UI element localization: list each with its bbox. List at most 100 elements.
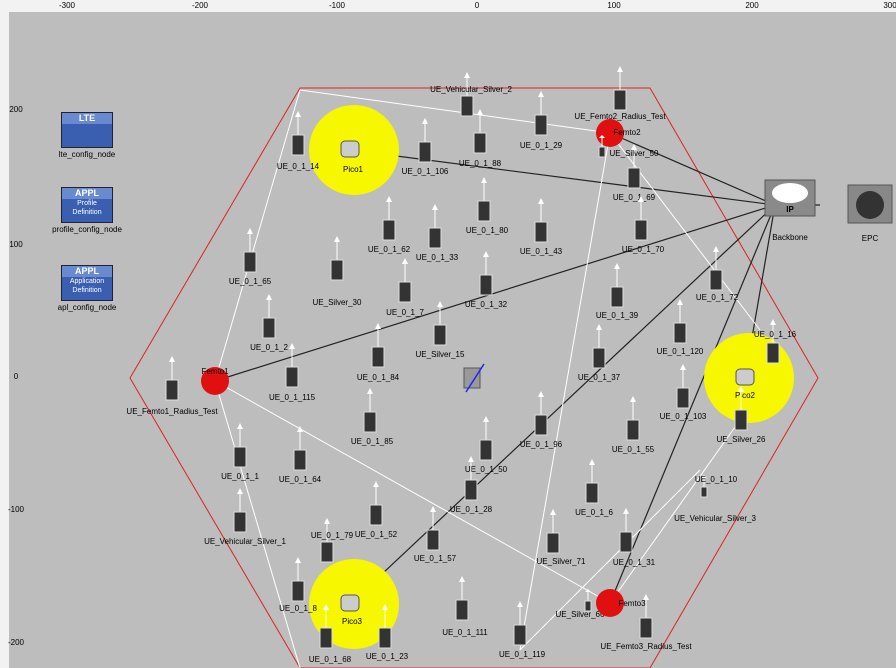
ue-icon — [592, 347, 606, 369]
caption: Profile Definition — [72, 200, 102, 216]
ue-icon — [426, 529, 440, 551]
node-label: UE_0_1_1 — [221, 472, 259, 481]
config-node-label: lte_config_node — [58, 150, 116, 159]
link — [214, 380, 611, 604]
ue-arrowhead — [169, 356, 175, 362]
coverage-hexagon — [129, 87, 819, 668]
ue-icon — [418, 141, 432, 163]
ue-icon — [477, 200, 491, 222]
ue-arrowhead — [386, 196, 392, 202]
ue-arrowhead — [738, 386, 744, 392]
node-label: UE_0_1_55 — [612, 445, 655, 454]
node-label: UE_0_1_88 — [459, 159, 502, 168]
ue-arrowhead — [638, 196, 644, 202]
ue-icon — [734, 409, 748, 431]
ue-arrowhead — [367, 388, 373, 394]
ue-icon — [639, 617, 653, 639]
ue-icon — [369, 504, 383, 526]
ue-icon — [619, 531, 633, 553]
ue-arrowhead — [481, 177, 487, 183]
cloud — [772, 183, 808, 203]
ruler-label: -200 — [8, 638, 25, 647]
node-label: UE_Silver_26 — [717, 435, 766, 444]
config-node-label: profile_config_node — [52, 225, 122, 234]
node-label: UE_Silver_15 — [416, 350, 465, 359]
ue-icon — [319, 627, 333, 649]
node-label: UE_0_1_31 — [613, 558, 656, 567]
ue-arrowhead — [614, 263, 620, 269]
ue-arrowhead — [550, 509, 556, 515]
ue-icon — [291, 134, 305, 156]
ue-icon — [766, 342, 780, 364]
ue-arrowhead — [289, 343, 295, 349]
node-label: UE_0_1_7 — [386, 308, 424, 317]
ruler-label: -100 — [329, 1, 346, 10]
ue-arrowhead — [266, 294, 272, 300]
ue-arrowhead — [432, 204, 438, 210]
ue-icon — [165, 379, 179, 401]
node-label: Femto3 — [618, 599, 646, 608]
ue-arrowhead — [617, 66, 623, 72]
femto-icon — [596, 119, 624, 147]
ue-icon — [291, 580, 305, 602]
node-label: UE_0_1_106 — [402, 167, 449, 176]
link — [609, 132, 776, 206]
node-label: UE_0_1_84 — [357, 373, 400, 382]
ruler-label: 100 — [607, 1, 621, 10]
ruler-label: -100 — [8, 505, 25, 514]
ue-arrowhead — [237, 423, 243, 429]
ue-icon — [546, 532, 560, 554]
ue-arrowhead — [468, 456, 474, 462]
node-label: Pico1 — [343, 165, 364, 174]
ue-arrowhead — [334, 236, 340, 242]
node-label: UE_0_1_85 — [351, 437, 394, 446]
ue-arrowhead — [464, 72, 470, 78]
ue-icon — [460, 95, 474, 117]
node-label: UE_0_1_69 — [613, 193, 656, 202]
link — [299, 89, 611, 134]
left-ruler — [0, 0, 9, 668]
node-label: UE_0_1_39 — [596, 311, 639, 320]
node-label: UE_0_1_72 — [696, 293, 739, 302]
ue-icon — [428, 227, 442, 249]
config-node-icon: APPL Profile Definition — [61, 187, 113, 223]
ue-icon — [676, 387, 690, 409]
node-label: UE_0_1_120 — [657, 347, 704, 356]
config-node-icon: LTE — [61, 112, 113, 148]
ue-arrowhead — [483, 416, 489, 422]
node-label: UE_0_1_10 — [695, 475, 738, 484]
top-ruler — [0, 0, 896, 12]
ue-icon — [585, 482, 599, 504]
ue-icon — [243, 251, 257, 273]
femto-icon — [201, 367, 229, 395]
node-label: UE_Silver_30 — [313, 298, 362, 307]
node-label: Pico3 — [342, 617, 363, 626]
node-label: Femto2 — [613, 128, 641, 137]
node-label: UE_0_1_62 — [368, 245, 411, 254]
ue-icon — [613, 89, 627, 111]
ruler-label: -200 — [192, 1, 209, 10]
ue-icon — [610, 286, 624, 308]
link — [609, 132, 761, 331]
node-label: UE_Silver_66 — [556, 610, 605, 619]
node-label: UE_0_1_119 — [499, 650, 546, 659]
ue-arrowhead — [680, 364, 686, 370]
node-label: EPC — [862, 234, 879, 243]
ue-arrowhead — [437, 301, 443, 307]
node-label: UE_0_1_52 — [355, 530, 398, 539]
ruler-label: 300 — [883, 1, 896, 10]
ue-icon — [330, 259, 344, 281]
ue-icon — [398, 281, 412, 303]
node-label: UE_0_1_2 — [250, 343, 288, 352]
node-label: UE_0_1_32 — [465, 300, 508, 309]
ue-arrowhead — [402, 258, 408, 264]
ue-arrowhead — [631, 144, 637, 150]
ue-arrowhead — [643, 594, 649, 600]
ue-arrowhead — [297, 426, 303, 432]
caption: Application Definition — [69, 278, 105, 294]
ue-arrowhead — [483, 251, 489, 257]
node-label: UE_Femto1_Radius_Test — [126, 407, 218, 416]
node-label: UE_0_1_70 — [622, 245, 665, 254]
ue-icon — [233, 511, 247, 533]
node-label: UE_Femto3_Radius_Test — [600, 642, 692, 651]
